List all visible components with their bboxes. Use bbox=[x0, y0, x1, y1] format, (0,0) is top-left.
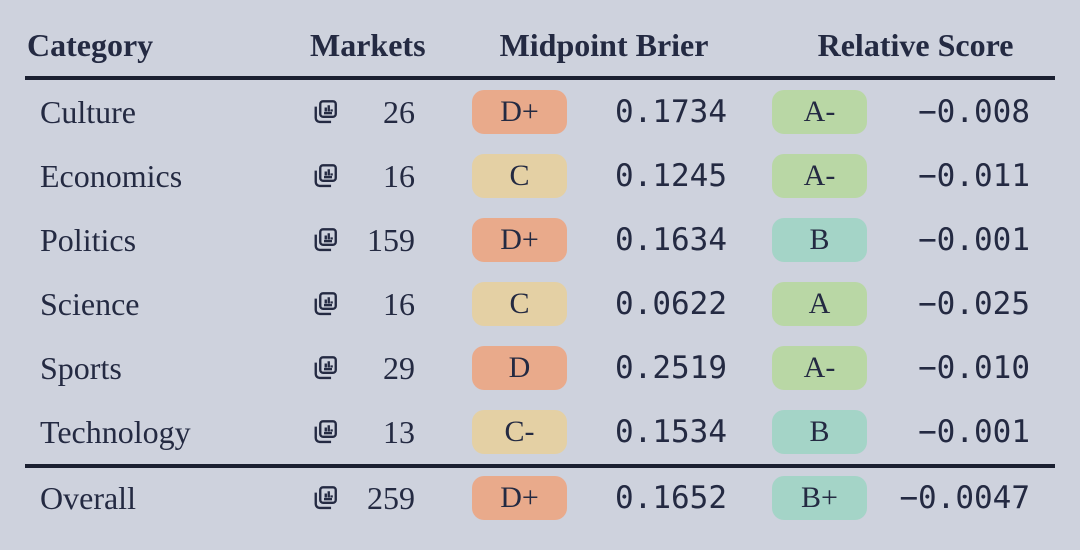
relative-score-grade-badge: B bbox=[772, 410, 867, 454]
category-cell: Overall bbox=[40, 479, 136, 516]
midpoint-brier-grade-badge: D+ bbox=[472, 218, 567, 262]
relative-score-value: −0.010 bbox=[918, 350, 1030, 386]
markets-cell: 16 bbox=[310, 272, 415, 336]
markets-count: 159 bbox=[367, 221, 415, 258]
category-cell: Sports bbox=[40, 349, 122, 386]
table-header-row: Category Markets Midpoint Brier Relative… bbox=[25, 14, 1055, 80]
midpoint-brier-grade-badge: D+ bbox=[472, 90, 567, 134]
relative-score-grade-badge: A- bbox=[772, 346, 867, 390]
relative-grade-cell: A- bbox=[727, 90, 867, 134]
markets-count: 16 bbox=[383, 285, 415, 322]
brier-grade-cell: C- bbox=[415, 410, 567, 454]
relative-grade-cell: A- bbox=[727, 346, 867, 390]
midpoint-brier-value: 0.2519 bbox=[615, 350, 727, 386]
markets-cell: 29 bbox=[310, 336, 415, 400]
table-row: Science 16 C 0.0622 A −0.025 bbox=[25, 272, 1055, 336]
midpoint-brier-value: 0.1245 bbox=[615, 158, 727, 194]
brier-grade-cell: D bbox=[415, 346, 567, 390]
header-markets: Markets bbox=[310, 26, 426, 63]
category-cell: Economics bbox=[40, 157, 183, 194]
table-row: Economics 16 C 0.1245 A- −0.011 bbox=[25, 144, 1055, 208]
chart-stack-icon[interactable] bbox=[310, 481, 340, 515]
chart-stack-icon[interactable] bbox=[310, 159, 340, 193]
table-row: Culture 26 D+ 0.1734 A- −0.008 bbox=[25, 80, 1055, 144]
relative-score-grade-badge: B bbox=[772, 218, 867, 262]
brier-grade-cell: C bbox=[415, 282, 567, 326]
brier-grade-cell: D+ bbox=[415, 218, 567, 262]
table-row-overall: Overall 259 D+ 0.1652 B+ −0.0047 bbox=[25, 464, 1055, 528]
markets-cell: 259 bbox=[310, 468, 415, 528]
markets-count: 16 bbox=[383, 157, 415, 194]
category-cell: Politics bbox=[40, 221, 137, 258]
relative-score-value: −0.0047 bbox=[899, 480, 1030, 516]
midpoint-brier-value: 0.1534 bbox=[615, 414, 727, 450]
relative-grade-cell: B bbox=[727, 218, 867, 262]
midpoint-brier-grade-badge: C bbox=[472, 154, 567, 198]
relative-grade-cell: A- bbox=[727, 154, 867, 198]
brier-grade-cell: D+ bbox=[415, 476, 567, 520]
table-row: Technology 13 C- 0.1534 B −0.001 bbox=[25, 400, 1055, 464]
header-category: Category bbox=[27, 26, 154, 63]
midpoint-brier-value: 0.1634 bbox=[615, 222, 727, 258]
category-cell: Technology bbox=[40, 413, 191, 450]
chart-stack-icon[interactable] bbox=[310, 223, 340, 257]
markets-cell: 13 bbox=[310, 400, 415, 464]
markets-count: 259 bbox=[367, 479, 415, 516]
chart-stack-icon[interactable] bbox=[310, 95, 340, 129]
markets-cell: 26 bbox=[310, 80, 415, 144]
markets-count: 29 bbox=[383, 349, 415, 386]
chart-stack-icon[interactable] bbox=[310, 287, 340, 321]
midpoint-brier-value: 0.1734 bbox=[615, 94, 727, 130]
brier-grade-cell: D+ bbox=[415, 90, 567, 134]
markets-cell: 16 bbox=[310, 144, 415, 208]
chart-stack-icon[interactable] bbox=[310, 415, 340, 449]
midpoint-brier-value: 0.0622 bbox=[615, 286, 727, 322]
category-cell: Science bbox=[40, 285, 140, 322]
relative-grade-cell: B+ bbox=[727, 476, 867, 520]
table-row: Politics 159 D+ 0.1634 B −0.001 bbox=[25, 208, 1055, 272]
relative-score-value: −0.001 bbox=[918, 414, 1030, 450]
relative-grade-cell: B bbox=[727, 410, 867, 454]
table-row: Sports 29 D 0.2519 A- −0.010 bbox=[25, 336, 1055, 400]
midpoint-brier-value: 0.1652 bbox=[615, 480, 727, 516]
brier-grade-cell: C bbox=[415, 154, 567, 198]
midpoint-brier-grade-badge: C bbox=[472, 282, 567, 326]
markets-count: 26 bbox=[383, 93, 415, 130]
relative-score-value: −0.001 bbox=[918, 222, 1030, 258]
midpoint-brier-grade-badge: D bbox=[472, 346, 567, 390]
table-body: Culture 26 D+ 0.1734 A- −0.008 Economic bbox=[25, 80, 1055, 528]
category-scores-table: Category Markets Midpoint Brier Relative… bbox=[25, 0, 1055, 528]
relative-score-value: −0.025 bbox=[918, 286, 1030, 322]
midpoint-brier-grade-badge: C- bbox=[472, 410, 567, 454]
relative-score-grade-badge: A bbox=[772, 282, 867, 326]
header-midpoint-brier: Midpoint Brier bbox=[499, 26, 709, 63]
relative-grade-cell: A bbox=[727, 282, 867, 326]
relative-score-value: −0.011 bbox=[918, 158, 1030, 194]
markets-count: 13 bbox=[383, 413, 415, 450]
midpoint-brier-grade-badge: D+ bbox=[472, 476, 567, 520]
relative-score-value: −0.008 bbox=[918, 94, 1030, 130]
chart-stack-icon[interactable] bbox=[310, 351, 340, 385]
header-relative-score: Relative Score bbox=[817, 26, 1014, 63]
markets-cell: 159 bbox=[310, 208, 415, 272]
relative-score-grade-badge: A- bbox=[772, 90, 867, 134]
relative-score-grade-badge: B+ bbox=[772, 476, 867, 520]
category-cell: Culture bbox=[40, 93, 136, 130]
relative-score-grade-badge: A- bbox=[772, 154, 867, 198]
